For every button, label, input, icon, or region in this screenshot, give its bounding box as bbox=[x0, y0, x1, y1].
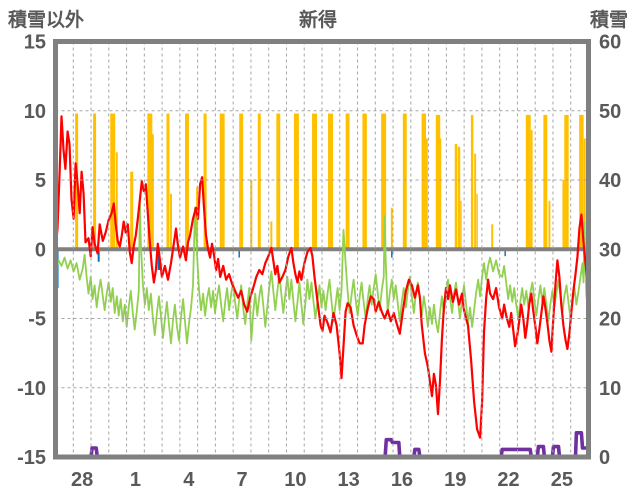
right-axis-title: 積雪 bbox=[589, 10, 628, 31]
svg-text:10: 10 bbox=[24, 101, 46, 123]
svg-text:22: 22 bbox=[497, 469, 519, 491]
svg-text:1: 1 bbox=[130, 469, 141, 491]
svg-text:60: 60 bbox=[599, 32, 621, 54]
svg-text:10: 10 bbox=[599, 378, 621, 400]
plot-frame bbox=[53, 39, 591, 460]
x-axis-ticks: 28 1 4 7 10 13 16 19 22 25 bbox=[71, 469, 573, 491]
page-title: 新得 bbox=[298, 10, 337, 31]
svg-text:16: 16 bbox=[391, 469, 413, 491]
svg-text:-10: -10 bbox=[17, 378, 46, 400]
right-axis-ticks: 60 50 40 30 20 10 0 bbox=[599, 32, 621, 470]
svg-text:-15: -15 bbox=[17, 447, 46, 469]
svg-text:50: 50 bbox=[599, 101, 621, 123]
left-axis-title: 積雪以外 bbox=[8, 10, 85, 31]
svg-text:7: 7 bbox=[236, 469, 247, 491]
svg-text:0: 0 bbox=[599, 447, 610, 469]
temperature-line bbox=[55, 115, 589, 439]
svg-text:10: 10 bbox=[284, 469, 306, 491]
svg-text:5: 5 bbox=[35, 170, 46, 192]
svg-text:25: 25 bbox=[551, 469, 573, 491]
svg-text:-5: -5 bbox=[28, 309, 46, 331]
left-axis-ticks: 15 10 5 0 -5 -10 -15 bbox=[17, 32, 46, 470]
gridlines bbox=[55, 41, 589, 457]
svg-text:4: 4 bbox=[183, 469, 195, 491]
svg-text:19: 19 bbox=[444, 469, 466, 491]
svg-text:30: 30 bbox=[599, 239, 621, 261]
svg-text:28: 28 bbox=[71, 469, 93, 491]
svg-text:0: 0 bbox=[35, 239, 46, 261]
sunshine-bars bbox=[75, 113, 586, 250]
svg-text:20: 20 bbox=[599, 309, 621, 331]
svg-text:40: 40 bbox=[599, 170, 621, 192]
green-line bbox=[55, 199, 589, 345]
plot-area bbox=[55, 113, 589, 457]
svg-text:15: 15 bbox=[24, 32, 46, 54]
svg-text:13: 13 bbox=[338, 469, 360, 491]
